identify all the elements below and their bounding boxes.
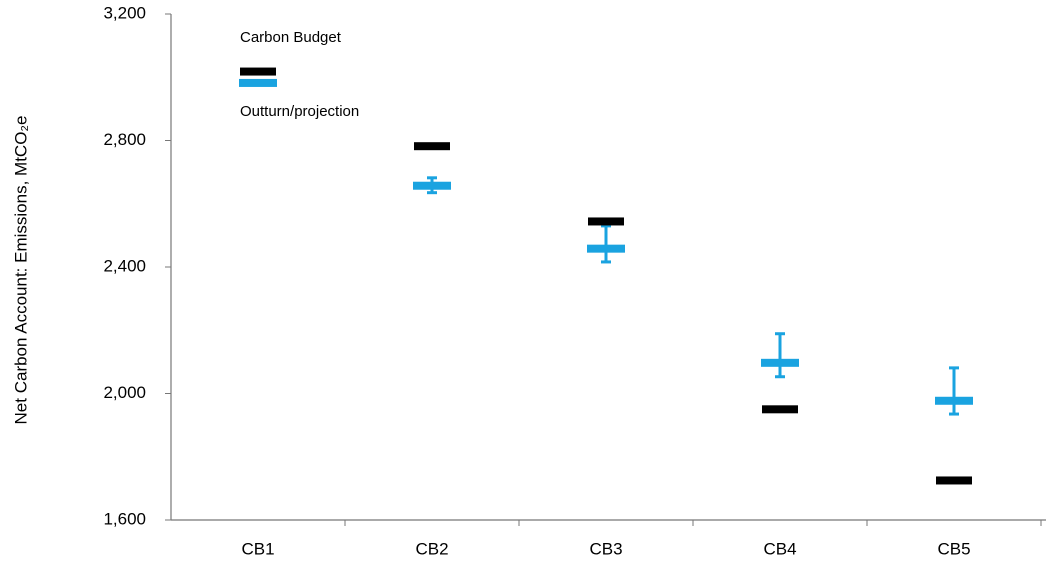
budget-marker — [588, 217, 624, 226]
x-tick-label: CB5 — [937, 539, 970, 558]
budget-marker — [240, 67, 276, 76]
outturn-marker — [935, 396, 973, 405]
budget-marker — [414, 142, 450, 151]
y-tick-label: 1,600 — [103, 509, 146, 528]
x-tick-label: CB2 — [415, 539, 448, 558]
y-tick-label: 2,400 — [103, 256, 146, 275]
outturn-marker — [413, 181, 451, 190]
outturn-marker — [587, 244, 625, 253]
outturn-marker — [761, 358, 799, 367]
budget-marker — [936, 476, 972, 485]
outturn-marker — [239, 78, 277, 87]
error-bar — [601, 224, 611, 264]
budget-marker — [762, 405, 798, 414]
x-tick-label: CB3 — [589, 539, 622, 558]
legend-label: Outturn/projection — [240, 103, 359, 120]
y-tick-label: 2,800 — [103, 130, 146, 149]
error-bar — [775, 332, 785, 379]
y-tick-label: 2,000 — [103, 383, 146, 402]
error-bar — [949, 366, 959, 416]
legend-label: Carbon Budget — [240, 29, 342, 46]
x-tick-label: CB1 — [241, 539, 274, 558]
y-tick-label: 3,200 — [103, 3, 146, 22]
x-tick-label: CB4 — [763, 539, 796, 558]
y-axis-title: Net Carbon Account: Emissions, MtCO₂e — [11, 116, 30, 425]
